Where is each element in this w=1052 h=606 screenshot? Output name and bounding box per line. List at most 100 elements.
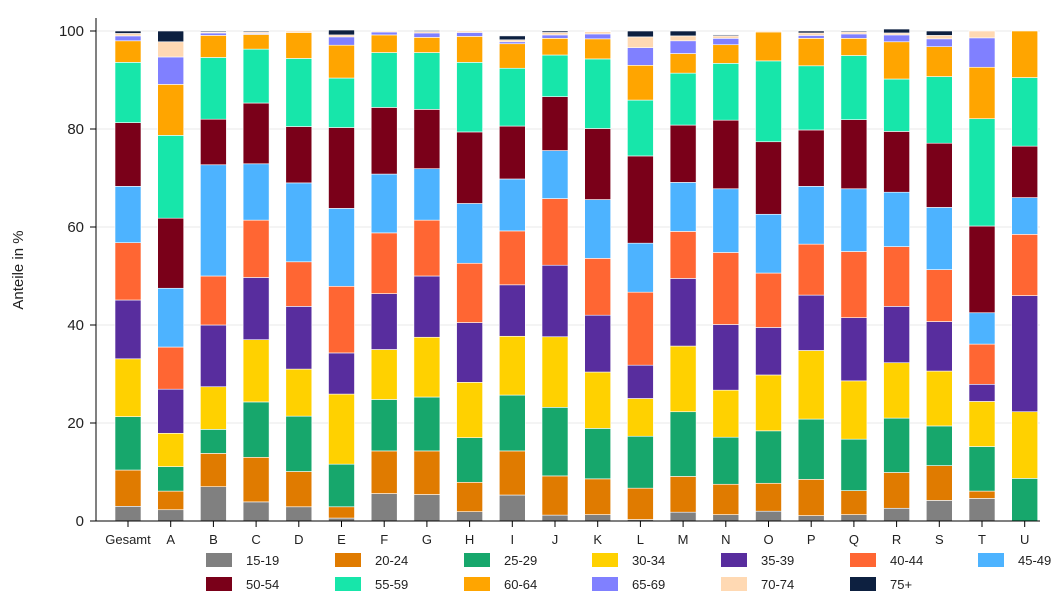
bar-segment bbox=[157, 84, 184, 136]
bar-segment bbox=[114, 186, 142, 243]
legend-item: 75+ bbox=[850, 577, 912, 592]
legend-label: 50-54 bbox=[246, 577, 279, 592]
bar-segment bbox=[370, 30, 398, 33]
bar-segment bbox=[200, 386, 227, 430]
bar-segment bbox=[925, 76, 953, 144]
bar-segment bbox=[797, 350, 825, 420]
bar-segment bbox=[968, 446, 996, 492]
bar-segment bbox=[669, 35, 697, 42]
bar-segment bbox=[157, 466, 184, 492]
bar-segment bbox=[413, 450, 441, 495]
bar-segment bbox=[413, 32, 441, 38]
bar-segment bbox=[883, 507, 910, 522]
bar-segment bbox=[627, 47, 654, 66]
bar-stack bbox=[114, 30, 142, 522]
bar-segment bbox=[1011, 234, 1039, 296]
bar-segment bbox=[498, 43, 526, 69]
legend-swatch bbox=[335, 577, 361, 591]
bar-segment bbox=[285, 30, 313, 33]
bar-segment bbox=[413, 336, 441, 398]
bar-segment bbox=[755, 430, 782, 484]
x-tick-label: B bbox=[209, 532, 218, 547]
legend-swatch bbox=[335, 553, 361, 567]
y-ticks: 0 20 40 60 80 100 bbox=[59, 23, 96, 530]
bar-segment bbox=[157, 287, 184, 348]
y-axis-title: Anteile in % bbox=[10, 230, 27, 309]
legend-item: 70-74 bbox=[721, 577, 794, 592]
bar-segment bbox=[627, 99, 654, 157]
bar-stack bbox=[200, 30, 227, 522]
bar-segment bbox=[285, 261, 313, 307]
bar-segment bbox=[883, 191, 910, 247]
bar-segment bbox=[840, 380, 868, 440]
bar-segment bbox=[114, 40, 142, 63]
x-tick-label: U bbox=[1020, 532, 1029, 547]
bar-segment bbox=[370, 52, 398, 108]
bar-segment bbox=[712, 483, 740, 515]
bar-segment bbox=[541, 514, 569, 522]
x-tick-label: D bbox=[294, 532, 303, 547]
bar-segment bbox=[883, 246, 910, 307]
bar-segment bbox=[242, 30, 270, 33]
bar-segment bbox=[200, 57, 227, 120]
bar-segment bbox=[200, 324, 227, 388]
bar-segment bbox=[797, 186, 825, 245]
x-tick-labels: Gesamt A B C D E F G H I J K L M N O P Q R S T U bbox=[105, 521, 1029, 547]
bar-segment bbox=[840, 317, 868, 382]
bar-segment bbox=[200, 30, 227, 33]
legend-label: 75+ bbox=[890, 577, 912, 592]
bar-segment bbox=[541, 30, 569, 33]
bar-segment bbox=[413, 275, 441, 338]
bar-segment bbox=[627, 155, 654, 244]
bar-segment bbox=[584, 371, 612, 429]
legend-item: 45-49 bbox=[978, 553, 1051, 568]
bar-segment bbox=[968, 490, 996, 499]
bar-segment bbox=[541, 264, 569, 338]
bar-segment bbox=[328, 393, 355, 465]
legend-item: 55-59 bbox=[335, 577, 408, 592]
legend-label: 45-49 bbox=[1018, 553, 1051, 568]
bar-segment bbox=[456, 262, 483, 323]
bar-segment bbox=[883, 34, 910, 43]
bar-segment bbox=[669, 476, 697, 513]
legend-item: 20-24 bbox=[335, 553, 408, 568]
bar-segment bbox=[157, 490, 184, 511]
x-tick-label: L bbox=[637, 532, 644, 547]
bar-segment bbox=[925, 321, 953, 372]
bar-segment bbox=[840, 38, 868, 56]
bar-segment bbox=[498, 35, 526, 41]
bar-segment bbox=[797, 479, 825, 516]
bar-segment bbox=[242, 401, 270, 458]
bar-segment bbox=[712, 252, 740, 325]
bar-segment bbox=[840, 490, 868, 515]
bar-stack bbox=[498, 35, 526, 522]
bar-segment bbox=[712, 63, 740, 121]
bar-segment bbox=[755, 272, 782, 328]
bar-segment bbox=[541, 407, 569, 477]
bar-segment bbox=[242, 339, 270, 403]
bar-segment bbox=[456, 481, 483, 512]
bar-segment bbox=[328, 29, 355, 36]
bar-segment bbox=[925, 465, 953, 501]
bar-stack bbox=[627, 30, 654, 522]
bar-segment bbox=[925, 38, 953, 47]
bar-segment bbox=[840, 55, 868, 120]
bar-segment bbox=[755, 327, 782, 376]
legend-swatch bbox=[592, 553, 618, 567]
bar-segment bbox=[370, 493, 398, 522]
bar-segment bbox=[627, 30, 654, 38]
bar-segment bbox=[370, 173, 398, 234]
legend-label: 70-74 bbox=[761, 577, 794, 592]
bar-segment bbox=[157, 388, 184, 434]
bar-segment bbox=[712, 38, 740, 46]
bar-segment bbox=[456, 32, 483, 37]
bar-segment bbox=[370, 34, 398, 53]
legend-label: 60-64 bbox=[504, 577, 537, 592]
bar-segment bbox=[840, 188, 868, 252]
bar-segment bbox=[114, 242, 142, 301]
bar-segment bbox=[883, 306, 910, 364]
bar-stack bbox=[1011, 30, 1039, 522]
bar-segment bbox=[285, 506, 313, 522]
bar-segment bbox=[925, 370, 953, 427]
bar-segment bbox=[883, 131, 910, 193]
